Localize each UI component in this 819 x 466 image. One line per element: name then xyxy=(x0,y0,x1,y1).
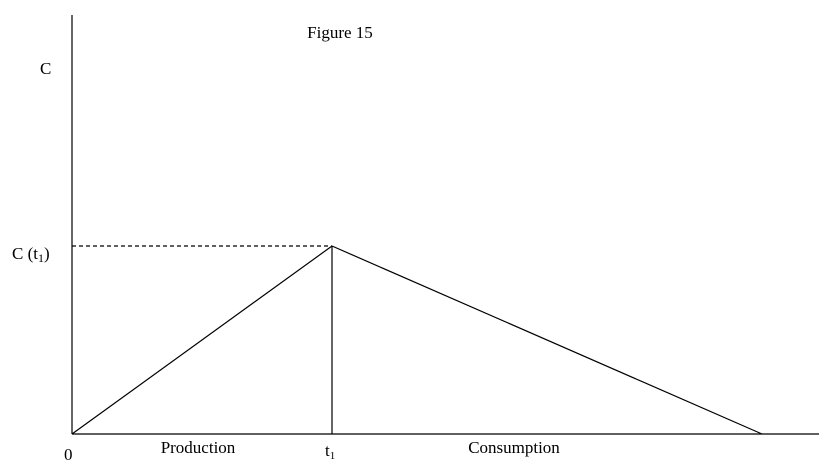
peak-label-main: C (t xyxy=(12,244,38,263)
production-line xyxy=(71,245,333,435)
time-label-sub: 1 xyxy=(330,450,336,462)
peak-label: C (t1) xyxy=(12,244,50,265)
consumption-line xyxy=(331,245,763,435)
y-axis-label: C xyxy=(40,59,51,78)
peak-label-close: ) xyxy=(44,244,50,263)
figure-title: Figure 15 xyxy=(307,23,373,42)
peak-label-sub: 1 xyxy=(38,251,44,265)
time-label-main: t xyxy=(325,441,330,460)
origin-label: 0 xyxy=(64,445,73,464)
phase-label: Production xyxy=(161,438,236,457)
time-label: t1 xyxy=(325,441,335,462)
phase-label: Consumption xyxy=(468,438,560,457)
